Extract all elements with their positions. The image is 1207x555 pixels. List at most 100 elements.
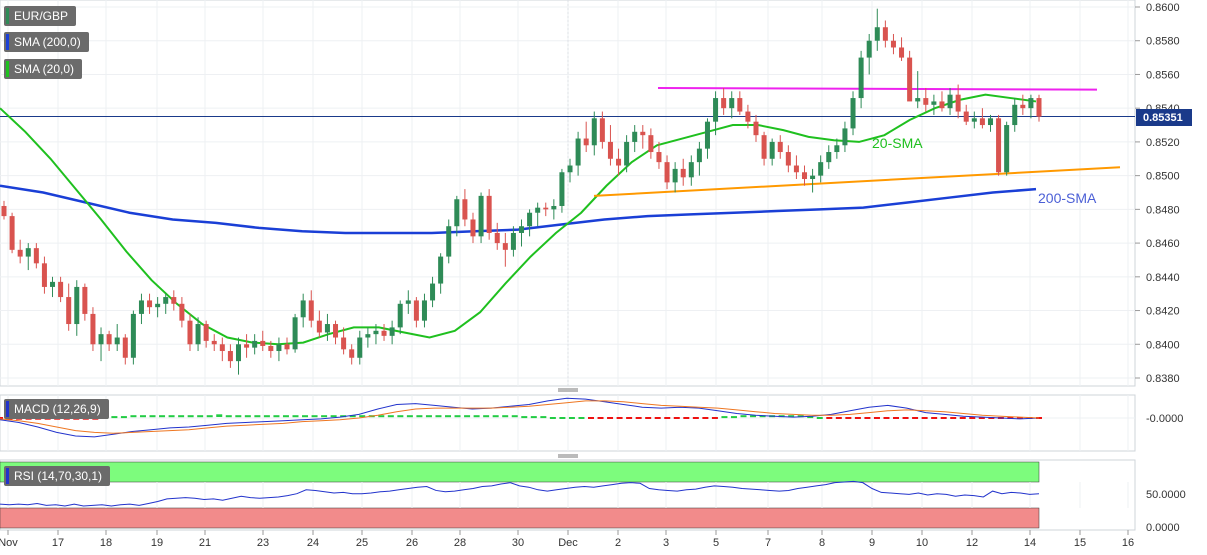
bullish-candle[interactable] [235,337,241,375]
bearish-candle[interactable] [996,114,1002,176]
bearish-candle[interactable] [284,337,290,355]
bearish-candle[interactable] [66,283,72,331]
bearish-candle[interactable] [543,202,549,217]
bullish-candle[interactable] [430,276,436,308]
bearish-candle[interactable] [227,344,233,368]
bearish-candle[interactable] [211,334,217,352]
bullish-candle[interactable] [551,199,557,220]
bullish-candle[interactable] [357,330,363,365]
bullish-candle[interactable] [518,219,525,247]
bearish-candle[interactable] [502,232,508,267]
bearish-candle[interactable] [17,239,23,264]
bullish-candle[interactable] [195,317,201,352]
bearish-candle[interactable] [58,276,64,303]
bearish-candle[interactable] [979,108,985,129]
bullish-candle[interactable] [50,276,56,298]
bullish-candle[interactable] [324,313,330,341]
bearish-candle[interactable] [955,84,961,119]
bearish-candle[interactable] [219,337,225,362]
bullish-candle[interactable] [478,192,484,244]
bullish-candle[interactable] [438,253,444,294]
bearish-candle[interactable] [413,297,419,328]
bullish-candle[interactable] [931,94,937,115]
bullish-candle[interactable] [826,145,832,169]
bullish-candle[interactable] [389,320,395,345]
bearish-candle[interactable] [656,141,662,169]
bullish-candle[interactable] [446,219,452,264]
bearish-candle[interactable] [640,125,646,149]
bearish-candle[interactable] [899,37,905,61]
bearish-candle[interactable] [761,131,767,166]
bullish-candle[interactable] [842,121,848,153]
bearish-candle[interactable] [664,155,670,190]
bearish-candle[interactable] [260,330,266,352]
bullish-candle[interactable] [397,300,403,335]
bearish-candle[interactable] [308,290,314,328]
bearish-candle[interactable] [785,145,791,173]
bullish-candle[interactable] [25,243,31,271]
bearish-candle[interactable] [82,283,88,321]
rsi-panel[interactable]: 50.0000 0.0000 [0,453,1186,534]
bullish-candle[interactable] [696,141,702,176]
bearish-candle[interactable] [680,158,686,186]
bearish-candle[interactable] [721,87,727,115]
bullish-candle[interactable] [729,91,735,119]
panel-splitter[interactable] [556,387,580,393]
bearish-candle[interactable] [939,91,945,112]
bullish-candle[interactable] [163,293,169,314]
bearish-candle[interactable] [147,293,153,314]
bullish-candle[interactable] [632,125,638,153]
bearish-candle[interactable] [793,155,799,180]
bullish-candle[interactable] [405,290,411,314]
panel-splitter[interactable] [556,453,580,459]
bullish-candle[interactable] [252,334,258,355]
bullish-candle[interactable] [527,209,533,237]
main-price-panel[interactable]: 0.86000.85800.85600.85400.85200.85000.84… [0,0,1192,387]
bearish-candle[interactable] [244,334,250,358]
bearish-candle[interactable] [1,200,7,220]
bearish-candle[interactable] [963,104,969,126]
bearish-candle[interactable] [316,310,322,338]
bullish-candle[interactable] [559,168,565,213]
bullish-candle[interactable] [624,135,630,173]
bullish-candle[interactable] [915,71,921,109]
bullish-candle[interactable] [292,313,298,353]
bearish-candle[interactable] [179,297,185,328]
bullish-candle[interactable] [510,226,516,257]
bearish-candle[interactable] [923,87,929,112]
bearish-candle[interactable] [745,104,751,129]
bullish-candle[interactable] [74,280,80,336]
bearish-candle[interactable] [106,330,112,352]
bullish-candle[interactable] [575,131,581,176]
bullish-candle[interactable] [567,158,573,183]
bearish-candle[interactable] [33,243,39,269]
bearish-candle[interactable] [90,307,96,352]
legend-sma200[interactable]: SMA (200,0) [4,32,89,52]
bearish-candle[interactable] [599,111,605,149]
bullish-candle[interactable] [818,155,824,183]
bullish-candle[interactable] [866,33,872,75]
bullish-candle[interactable] [421,293,427,328]
legend-macd[interactable]: MACD (12,26,9) [4,399,109,419]
bearish-candle[interactable] [777,135,783,159]
bearish-candle[interactable] [1020,94,1026,115]
bearish-candle[interactable] [616,148,622,176]
bearish-candle[interactable] [890,33,896,55]
bearish-candle[interactable] [381,324,387,341]
macd-panel[interactable]: -0.0000 [0,387,1183,452]
legend-sma20[interactable]: SMA (20,0) [4,59,83,79]
bullish-candle[interactable] [300,293,306,328]
legend-symbol[interactable]: EUR/GBP [4,6,77,26]
bearish-candle[interactable] [802,165,808,186]
bullish-candle[interactable] [874,8,880,51]
bearish-candle[interactable] [486,189,492,240]
bullish-candle[interactable] [713,91,719,136]
bullish-candle[interactable] [155,297,161,318]
bearish-candle[interactable] [882,20,888,48]
bullish-candle[interactable] [688,155,694,186]
bearish-candle[interactable] [122,334,128,365]
bullish-candle[interactable] [1012,98,1018,132]
bearish-candle[interactable] [907,50,913,102]
bearish-candle[interactable] [203,320,209,348]
